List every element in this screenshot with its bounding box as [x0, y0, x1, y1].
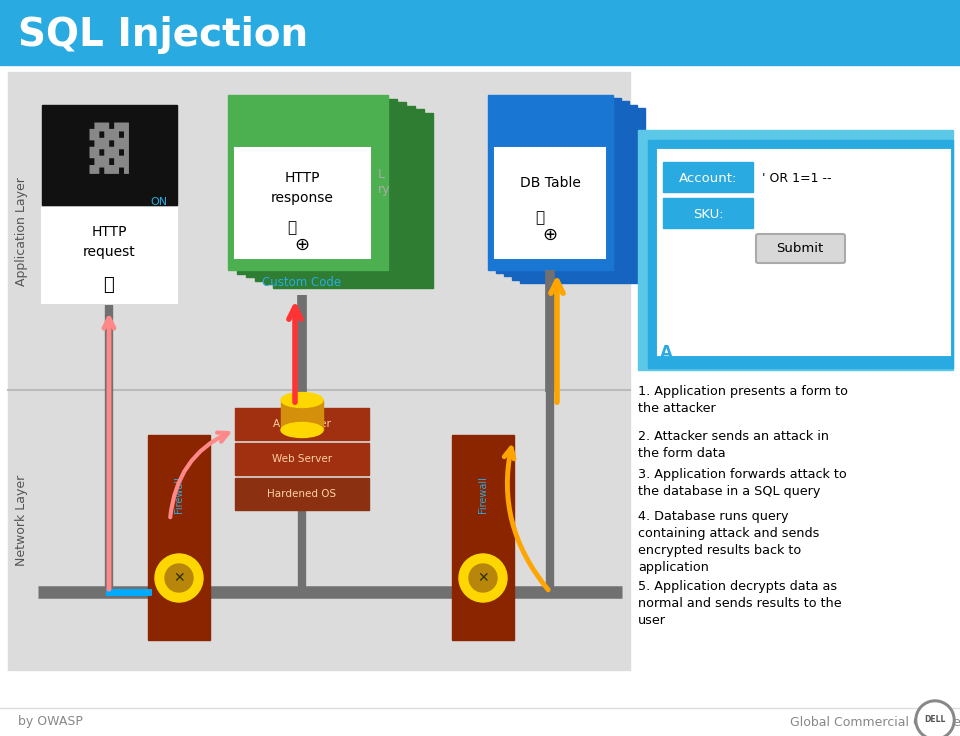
Bar — [648, 140, 953, 368]
Bar — [237, 99, 397, 274]
Circle shape — [459, 554, 507, 602]
Text: L
ry: L ry — [378, 168, 391, 196]
Circle shape — [918, 703, 952, 736]
Bar — [235, 408, 369, 440]
Text: ON: ON — [150, 197, 167, 207]
Text: Functions: Functions — [273, 178, 282, 215]
Bar — [488, 95, 613, 270]
Text: 2. Attacker sends an attack in
the form data: 2. Attacker sends an attack in the form … — [638, 430, 829, 460]
Circle shape — [469, 564, 497, 592]
Text: Accounts: Accounts — [282, 183, 291, 217]
Text: Databases: Databases — [529, 174, 538, 215]
Bar — [512, 105, 637, 280]
Bar — [663, 198, 753, 228]
Text: 💣: 💣 — [104, 276, 114, 294]
Text: Source: Source — [246, 172, 255, 199]
Text: 🔒: 🔒 — [536, 210, 544, 225]
Text: Custom Code: Custom Code — [262, 277, 342, 289]
Text: Firewall: Firewall — [478, 477, 488, 514]
Text: Account:: Account: — [679, 171, 737, 185]
Circle shape — [155, 554, 203, 602]
Text: Systems: Systems — [521, 175, 530, 208]
Bar — [0, 0, 960, 65]
Text: ▓: ▓ — [89, 122, 129, 174]
Bar — [758, 198, 940, 228]
Bar — [8, 72, 630, 670]
Bar — [228, 95, 388, 270]
Bar — [504, 102, 629, 277]
Text: Execution: Execution — [264, 174, 273, 211]
Bar — [496, 98, 621, 273]
Text: HTTP
response: HTTP response — [271, 171, 333, 205]
Text: Web Server: Web Server — [272, 454, 332, 464]
Text: 1. Application presents a form to
the attacker: 1. Application presents a form to the at… — [638, 385, 848, 415]
Text: ⊕: ⊕ — [542, 226, 558, 244]
Bar — [658, 150, 950, 355]
Text: ' OR 1=1 --: ' OR 1=1 -- — [762, 171, 831, 185]
Text: by OWASP: by OWASP — [18, 715, 83, 729]
Bar — [246, 102, 406, 277]
Text: ✕: ✕ — [173, 571, 185, 585]
Bar — [273, 113, 433, 288]
Bar — [235, 478, 369, 510]
Text: 3. Application forwards attack to
the database in a SQL query: 3. Application forwards attack to the da… — [638, 468, 847, 498]
Text: ⊕: ⊕ — [295, 236, 309, 254]
Text: DB Table: DB Table — [519, 176, 581, 190]
Bar — [520, 107, 645, 283]
Text: Submit: Submit — [777, 242, 824, 255]
Bar — [42, 208, 177, 303]
Text: 5. Application decrypts data as
normal and sends results to the
user: 5. Application decrypts data as normal a… — [638, 580, 842, 627]
Bar — [663, 162, 753, 192]
Text: DELL: DELL — [924, 715, 946, 724]
Text: Hardened OS: Hardened OS — [268, 489, 337, 499]
Text: HTTP
request: HTTP request — [83, 225, 135, 259]
FancyBboxPatch shape — [756, 234, 845, 263]
Bar — [235, 148, 370, 258]
Text: ✕: ✕ — [477, 571, 489, 585]
Ellipse shape — [281, 422, 323, 437]
Bar — [264, 110, 424, 284]
Text: Application Layer: Application Layer — [15, 177, 29, 286]
Text: Global Commercial Channel: Global Commercial Channel — [790, 715, 960, 729]
Polygon shape — [148, 435, 210, 640]
Bar — [638, 130, 953, 370]
Text: 4. Database runs query
containing attack and sends
encrypted results back to
app: 4. Database runs query containing attack… — [638, 510, 820, 574]
Polygon shape — [452, 435, 514, 640]
Circle shape — [165, 564, 193, 592]
Circle shape — [915, 700, 955, 736]
Text: Network Layer: Network Layer — [15, 475, 29, 566]
Bar — [42, 105, 177, 205]
Ellipse shape — [281, 392, 323, 408]
Text: SQL Injection: SQL Injection — [18, 16, 308, 54]
Text: Firewall: Firewall — [174, 477, 184, 514]
Bar — [235, 443, 369, 475]
Bar — [758, 162, 940, 192]
Bar — [495, 148, 605, 258]
Text: Billing: Billing — [505, 173, 514, 197]
Text: App Server: App Server — [273, 419, 331, 429]
Bar — [255, 106, 415, 281]
Text: Mgmt: Mgmt — [255, 178, 264, 200]
Text: 🔒: 🔒 — [287, 221, 297, 236]
Text: Services: Services — [513, 172, 522, 205]
Bar — [281, 400, 323, 430]
Text: A: A — [660, 344, 673, 362]
Text: SKU:: SKU: — [693, 208, 723, 221]
